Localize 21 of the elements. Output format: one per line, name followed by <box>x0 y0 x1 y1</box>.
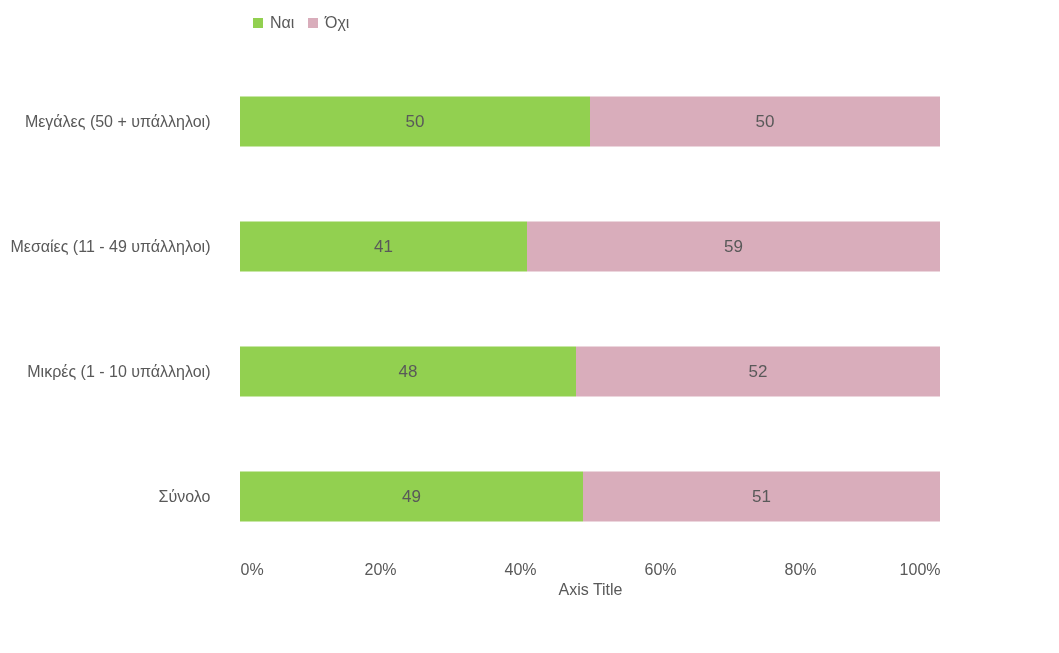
y-tick-label: Σύνολο <box>158 487 211 505</box>
x-tick-label: 0% <box>240 560 264 578</box>
data-label: 50 <box>755 111 775 131</box>
data-label: 49 <box>402 486 421 506</box>
data-label: 59 <box>724 236 743 256</box>
data-label: 52 <box>748 361 768 381</box>
x-tick-label: 100% <box>899 560 941 578</box>
data-label: 51 <box>752 486 771 506</box>
data-label: 41 <box>374 236 393 256</box>
legend-label: Ναι <box>270 14 295 31</box>
legend-label: Όχι <box>324 14 350 31</box>
y-tick-label: Μεσαίες (11 - 49 υπάλληλοι) <box>10 237 211 255</box>
data-label: 48 <box>398 361 418 381</box>
x-tick-label: 40% <box>504 560 537 578</box>
data-label: 50 <box>405 111 425 131</box>
x-tick-label: 60% <box>644 560 677 578</box>
x-tick-label: 80% <box>784 560 817 578</box>
y-tick-label: Μικρές (1 - 10 υπάλληλοι) <box>27 362 211 380</box>
y-tick-label: Μεγάλες (50 + υπάλληλοι) <box>24 112 211 130</box>
x-axis-title: Axis Title <box>558 580 623 598</box>
x-tick-label: 20% <box>364 560 397 578</box>
